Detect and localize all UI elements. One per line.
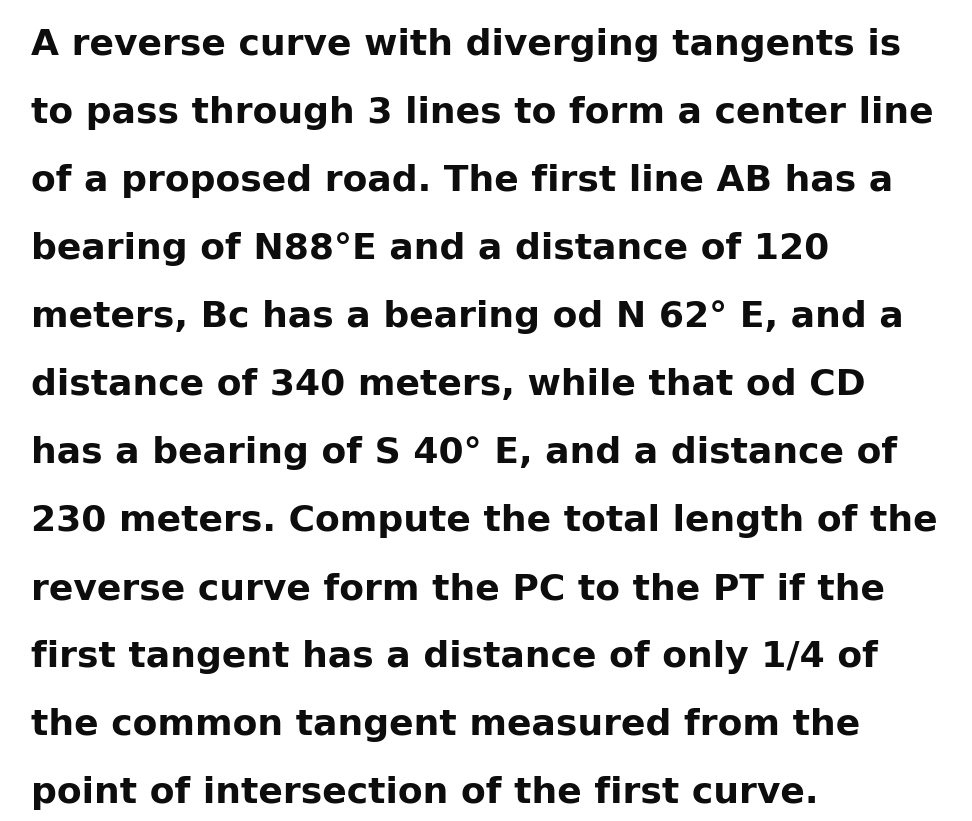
Text: reverse curve form the PC to the PT if the: reverse curve form the PC to the PT if t… xyxy=(31,572,885,606)
Text: of a proposed road. The first line AB has a: of a proposed road. The first line AB ha… xyxy=(31,164,893,198)
Text: distance of 340 meters, while that od CD: distance of 340 meters, while that od CD xyxy=(31,368,866,402)
Text: 230 meters. Compute the total length of the: 230 meters. Compute the total length of … xyxy=(31,504,938,538)
Text: first tangent has a distance of only 1/4 of: first tangent has a distance of only 1/4… xyxy=(31,640,878,674)
Text: meters, Bc has a bearing od N 62° E, and a: meters, Bc has a bearing od N 62° E, and… xyxy=(31,300,904,334)
Text: the common tangent measured from the: the common tangent measured from the xyxy=(31,708,860,742)
Text: bearing of N88°E and a distance of 120: bearing of N88°E and a distance of 120 xyxy=(31,232,829,266)
Text: point of intersection of the first curve.: point of intersection of the first curve… xyxy=(31,776,818,810)
Text: A reverse curve with diverging tangents is: A reverse curve with diverging tangents … xyxy=(31,28,901,62)
Text: has a bearing of S 40° E, and a distance of: has a bearing of S 40° E, and a distance… xyxy=(31,436,897,470)
Text: to pass through 3 lines to form a center line: to pass through 3 lines to form a center… xyxy=(31,96,934,130)
